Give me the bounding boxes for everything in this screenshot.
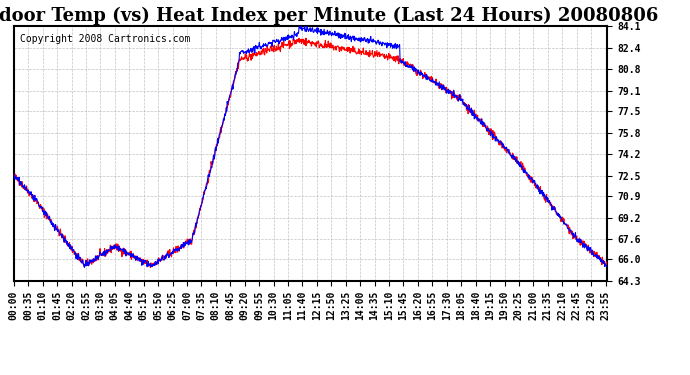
Text: Copyright 2008 Cartronics.com: Copyright 2008 Cartronics.com	[20, 34, 190, 44]
Title: Outdoor Temp (vs) Heat Index per Minute (Last 24 Hours) 20080806: Outdoor Temp (vs) Heat Index per Minute …	[0, 6, 659, 25]
